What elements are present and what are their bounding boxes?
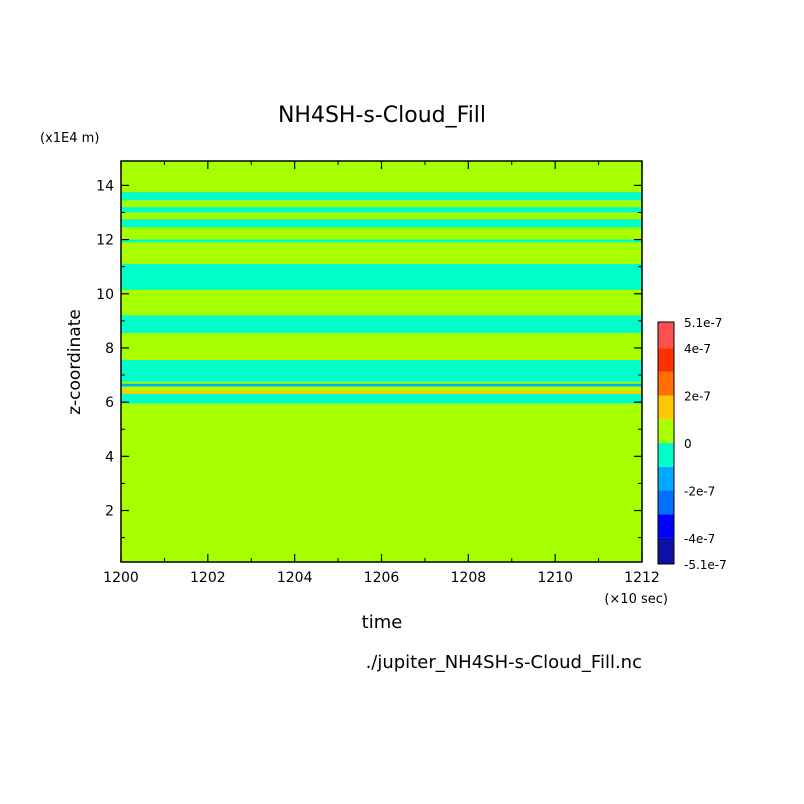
contour-band-9 xyxy=(121,390,642,395)
x-tick-label: 1210 xyxy=(537,570,573,586)
colorbar-label: -2e-7 xyxy=(684,484,715,498)
contour-band-3 xyxy=(121,239,642,243)
x-unit-label: (×10 sec) xyxy=(604,592,668,607)
contour-band-4 xyxy=(121,263,642,290)
colorbar-segment xyxy=(658,490,674,515)
y-tick-label: 8 xyxy=(105,341,114,357)
y-tick-label: 6 xyxy=(105,395,114,411)
colorbar-segment xyxy=(658,395,674,420)
y-tick-label: 14 xyxy=(96,178,114,194)
colorbar-label: 0 xyxy=(684,437,692,451)
colorbar-segment xyxy=(658,322,674,349)
contour-band-6 xyxy=(121,360,642,382)
colorbar-segment xyxy=(658,419,674,443)
x-tick-label: 1204 xyxy=(277,570,313,586)
y-tick-label: 10 xyxy=(96,287,114,303)
y-axis-label: z-coordinate xyxy=(65,309,85,415)
colorbar-label: -5.1e-7 xyxy=(684,558,727,572)
colorbar-label: 5.1e-7 xyxy=(684,316,722,330)
colorbar-segment xyxy=(658,348,674,372)
colorbar: 5.1e-7 4e-7 2e-7 0 -2e-7 -4e-7 -5.1e-7 xyxy=(657,316,727,572)
colorbar-label: -4e-7 xyxy=(684,532,715,546)
y-tick-label: 2 xyxy=(105,504,114,520)
chart-title: NH4SH-s-Cloud_Fill xyxy=(278,103,486,128)
x-tick-label: 1212 xyxy=(624,570,660,586)
x-tick-label: 1208 xyxy=(451,570,487,586)
x-axis: 1200 1202 1204 1206 1208 1210 1212 xyxy=(103,161,660,586)
contour-band-5 xyxy=(121,315,642,334)
contour-band-0 xyxy=(121,192,642,201)
y-axis: 2 4 6 8 10 12 14 xyxy=(96,178,642,539)
y-unit-label: (x1E4 m) xyxy=(40,131,99,146)
x-tick-label: 1202 xyxy=(190,570,226,586)
source-file-label: ./jupiter_NH4SH-s-Cloud_Fill.nc xyxy=(366,652,642,673)
y-tick-label: 4 xyxy=(105,449,114,465)
x-tick-label: 1200 xyxy=(103,570,139,586)
contour-band-8 xyxy=(121,388,642,391)
contour-band-7 xyxy=(121,383,642,387)
colorbar-segment xyxy=(658,443,674,467)
colorbar-frame xyxy=(657,321,675,565)
y-tick-label: 12 xyxy=(96,233,114,249)
colorbar-segment xyxy=(658,514,674,538)
colorbar-label: 4e-7 xyxy=(684,342,711,356)
contour-band-2 xyxy=(121,219,642,228)
colorbar-segment xyxy=(658,466,674,491)
colorbar-label: 2e-7 xyxy=(684,390,711,404)
colorbar-segment xyxy=(658,371,674,396)
contour-band-10 xyxy=(121,394,642,404)
plot-area xyxy=(121,161,642,562)
x-tick-label: 1206 xyxy=(364,570,400,586)
colorbar-segment xyxy=(658,537,674,564)
contour-band-1 xyxy=(121,207,642,213)
x-axis-label: time xyxy=(362,612,403,633)
